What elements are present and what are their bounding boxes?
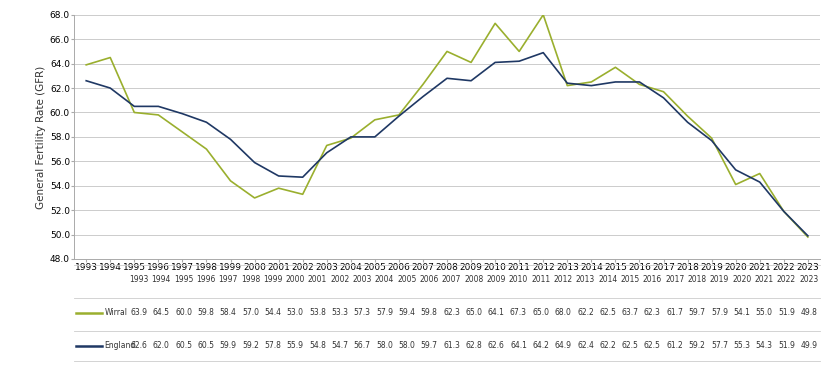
Text: 1994: 1994: [152, 275, 171, 284]
Text: 65.0: 65.0: [466, 308, 482, 317]
Text: 57.9: 57.9: [711, 308, 728, 317]
Text: 55.0: 55.0: [756, 308, 773, 317]
Text: 2004: 2004: [375, 275, 394, 284]
Text: 53.3: 53.3: [331, 308, 349, 317]
Text: 2017: 2017: [665, 275, 685, 284]
Text: 62.6: 62.6: [130, 342, 147, 350]
Text: 55.3: 55.3: [733, 342, 750, 350]
Text: 2000: 2000: [285, 275, 305, 284]
Text: 61.3: 61.3: [443, 342, 460, 350]
Text: 61.7: 61.7: [667, 308, 683, 317]
Text: 53.8: 53.8: [309, 308, 326, 317]
Text: 1996: 1996: [196, 275, 216, 284]
Text: 2008: 2008: [464, 275, 484, 284]
Text: 54.1: 54.1: [733, 308, 750, 317]
Text: 2006: 2006: [419, 275, 439, 284]
Text: 2012: 2012: [554, 275, 573, 284]
Text: 49.8: 49.8: [800, 308, 817, 317]
Text: 64.5: 64.5: [152, 308, 170, 317]
Text: 2009: 2009: [486, 275, 506, 284]
Text: 62.2: 62.2: [577, 308, 594, 317]
Text: 58.0: 58.0: [398, 342, 415, 350]
Text: 62.5: 62.5: [644, 342, 661, 350]
Text: 62.3: 62.3: [443, 308, 460, 317]
Text: 54.7: 54.7: [331, 342, 349, 350]
Text: 59.9: 59.9: [220, 342, 236, 350]
Text: 2007: 2007: [442, 275, 461, 284]
Text: 57.3: 57.3: [353, 308, 371, 317]
Text: 62.6: 62.6: [488, 342, 504, 350]
Text: 2019: 2019: [709, 275, 729, 284]
Text: 2002: 2002: [330, 275, 349, 284]
Text: 1993: 1993: [129, 275, 148, 284]
Text: 59.2: 59.2: [242, 342, 259, 350]
Text: 58.4: 58.4: [220, 308, 236, 317]
Text: 68.0: 68.0: [555, 308, 572, 317]
Text: 56.7: 56.7: [353, 342, 371, 350]
Text: 63.9: 63.9: [130, 308, 147, 317]
Text: 57.9: 57.9: [376, 308, 393, 317]
Text: 59.2: 59.2: [689, 342, 705, 350]
Text: 1995: 1995: [174, 275, 193, 284]
Text: 64.1: 64.1: [488, 308, 504, 317]
Text: 55.9: 55.9: [287, 342, 304, 350]
Text: 58.0: 58.0: [376, 342, 393, 350]
Text: 54.3: 54.3: [756, 342, 773, 350]
Text: 57.8: 57.8: [265, 342, 281, 350]
Text: 2018: 2018: [687, 275, 707, 284]
Text: 2014: 2014: [598, 275, 617, 284]
Text: 64.1: 64.1: [510, 342, 527, 350]
Text: 2011: 2011: [531, 275, 550, 284]
Text: 62.4: 62.4: [577, 342, 594, 350]
Text: 62.3: 62.3: [644, 308, 661, 317]
Text: 60.0: 60.0: [175, 308, 192, 317]
Text: 2023: 2023: [799, 275, 818, 284]
Text: 63.7: 63.7: [621, 308, 639, 317]
Text: 62.0: 62.0: [152, 342, 170, 350]
Text: 59.4: 59.4: [398, 308, 415, 317]
Text: 2001: 2001: [308, 275, 327, 284]
Text: 60.5: 60.5: [175, 342, 192, 350]
Text: 62.8: 62.8: [466, 342, 482, 350]
Text: 1999: 1999: [263, 275, 283, 284]
Text: 2021: 2021: [755, 275, 774, 284]
Y-axis label: General Fertility Rate (GFR): General Fertility Rate (GFR): [35, 65, 45, 209]
Text: 59.7: 59.7: [689, 308, 705, 317]
Text: 64.2: 64.2: [532, 342, 550, 350]
Text: 1997: 1997: [218, 275, 238, 284]
Text: 2003: 2003: [353, 275, 372, 284]
Text: 2016: 2016: [643, 275, 662, 284]
Text: 2005: 2005: [397, 275, 416, 284]
Text: 2010: 2010: [509, 275, 528, 284]
Text: 57.7: 57.7: [711, 342, 728, 350]
Text: 67.3: 67.3: [510, 308, 527, 317]
Text: 64.9: 64.9: [555, 342, 572, 350]
Text: 1998: 1998: [241, 275, 260, 284]
Text: England: England: [105, 342, 136, 350]
Text: 59.8: 59.8: [198, 308, 214, 317]
Text: 59.7: 59.7: [420, 342, 438, 350]
Text: 2022: 2022: [777, 275, 796, 284]
Text: 51.9: 51.9: [778, 308, 795, 317]
Text: 2015: 2015: [620, 275, 639, 284]
Text: 60.5: 60.5: [198, 342, 214, 350]
Text: 62.2: 62.2: [599, 342, 616, 350]
Text: 59.8: 59.8: [421, 308, 438, 317]
Text: 2013: 2013: [576, 275, 595, 284]
Text: 65.0: 65.0: [532, 308, 550, 317]
Text: 53.0: 53.0: [287, 308, 304, 317]
Text: 57.0: 57.0: [242, 308, 259, 317]
Text: Wirral: Wirral: [105, 308, 128, 317]
Text: 51.9: 51.9: [778, 342, 795, 350]
Text: 54.4: 54.4: [265, 308, 281, 317]
Text: 61.2: 61.2: [667, 342, 683, 350]
Text: 2020: 2020: [732, 275, 751, 284]
Text: 54.8: 54.8: [309, 342, 326, 350]
Text: 62.5: 62.5: [599, 308, 616, 317]
Text: 62.5: 62.5: [621, 342, 639, 350]
Text: 49.9: 49.9: [800, 342, 817, 350]
